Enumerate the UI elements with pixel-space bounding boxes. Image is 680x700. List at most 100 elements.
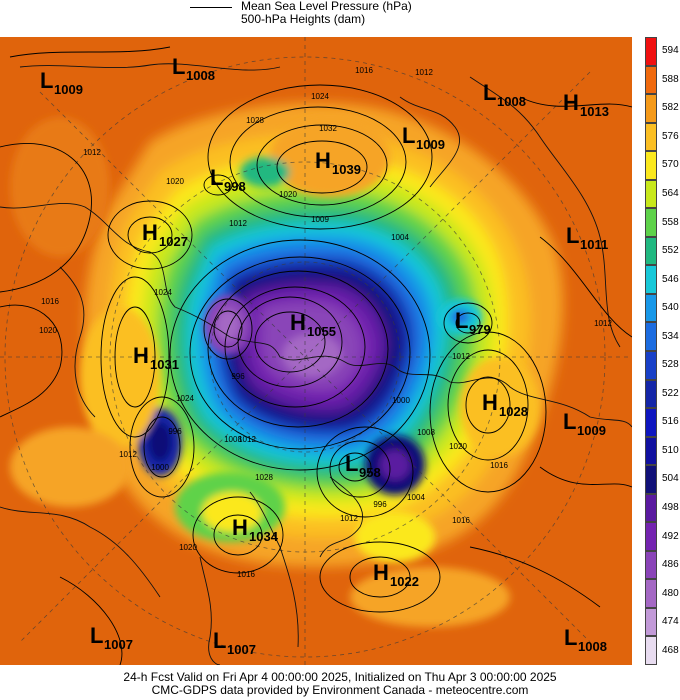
colorbar-swatch bbox=[645, 436, 657, 466]
isobar-value-label: 1009 bbox=[311, 215, 329, 224]
colorbar-swatch bbox=[645, 37, 657, 66]
low-pressure-center: L 998 bbox=[210, 165, 246, 194]
colorbar-swatch bbox=[645, 607, 657, 637]
isobar-value-label: 1012 bbox=[119, 450, 137, 459]
pressure-center-letter: L bbox=[210, 165, 223, 190]
high-pressure-center: H 1031 bbox=[133, 343, 179, 372]
colorbar-swatch bbox=[645, 522, 657, 551]
isobar-value-label: 1012 bbox=[83, 148, 101, 157]
pressure-center-value: 1039 bbox=[332, 162, 361, 177]
colorbar-label: 522 bbox=[662, 387, 679, 399]
isobar-value-label: 1004 bbox=[391, 233, 409, 242]
colorbar-swatch bbox=[645, 550, 657, 580]
low-pressure-center: L 1008 bbox=[564, 625, 607, 654]
pressure-center-letter: H bbox=[290, 310, 306, 335]
low-pressure-center: L 1009 bbox=[563, 409, 606, 438]
forecast-validity-text: 24-h Fcst Valid on Fri Apr 4 00:00:00 20… bbox=[123, 670, 557, 684]
pressure-center-letter: L bbox=[172, 54, 185, 79]
colorbar-label: 582 bbox=[662, 102, 679, 114]
low-pressure-center: L 1007 bbox=[213, 628, 256, 657]
colorbar-label: 498 bbox=[662, 502, 679, 513]
colorbar-swatch bbox=[645, 408, 657, 437]
colorbar-swatch bbox=[645, 465, 657, 494]
low-pressure-center: L 1007 bbox=[90, 623, 133, 652]
heights-legend-label: 500-hPa Heights (dam) bbox=[241, 12, 366, 26]
isobar-value-label: 1024 bbox=[176, 394, 194, 403]
pressure-center-value: 958 bbox=[359, 465, 381, 480]
pressure-center-value: 1008 bbox=[186, 68, 215, 83]
pressure-center-letter: L bbox=[402, 123, 415, 148]
colorbar-label: 576 bbox=[662, 130, 679, 142]
isobar-value-label: 1016 bbox=[237, 570, 255, 579]
colorbar-swatch bbox=[645, 379, 657, 409]
pressure-center-value: 1011 bbox=[580, 237, 608, 252]
pressure-center-value: 1009 bbox=[577, 423, 606, 438]
isobar-line-sample bbox=[190, 7, 232, 8]
pressure-center-letter: L bbox=[455, 308, 468, 333]
map-footer: 24-h Fcst Valid on Fri Apr 4 00:00:00 20… bbox=[0, 671, 680, 697]
low-pressure-center: L 1011 bbox=[566, 223, 608, 252]
colorbar-label: 588 bbox=[662, 73, 679, 85]
colorbar-label: 486 bbox=[662, 559, 679, 571]
pressure-center-value: 1055 bbox=[307, 324, 336, 339]
isobar-value-label: 1012 bbox=[415, 68, 433, 77]
colorbar-label: 546 bbox=[662, 273, 679, 285]
colorbar-swatch bbox=[645, 351, 657, 380]
pressure-center-value: 1007 bbox=[104, 637, 133, 652]
pressure-center-letter: H bbox=[133, 343, 149, 368]
isobar-value-labels: 1016 1012 1024 1028 1032 1012 1020 1020 1012 1009… bbox=[39, 66, 612, 579]
colorbar-swatch bbox=[645, 636, 657, 665]
low-pressure-center: L 1009 bbox=[40, 68, 83, 97]
low-pressure-center: L 979 bbox=[455, 308, 491, 337]
colorbar-label: 474 bbox=[662, 616, 679, 628]
pressure-center-letter: L bbox=[213, 628, 226, 653]
colorbar-label: 480 bbox=[662, 587, 679, 599]
isobar-value-label: 996 bbox=[231, 372, 245, 381]
colorbar-swatch bbox=[645, 179, 657, 209]
colorbar-swatch bbox=[645, 208, 657, 237]
isobar-value-label: 1000 bbox=[392, 396, 410, 405]
colorbar-swatch bbox=[645, 236, 657, 266]
isobar-value-label: 996 bbox=[168, 427, 182, 436]
colorbar-swatch bbox=[645, 65, 657, 95]
isobar-value-label: 1012 bbox=[594, 319, 612, 328]
pressure-center-letter: L bbox=[90, 623, 103, 648]
pressure-center-letter: L bbox=[563, 409, 576, 434]
high-pressure-center: H 1027 bbox=[142, 220, 188, 249]
high-pressure-center: H 1028 bbox=[482, 390, 528, 419]
colorbar-label: 510 bbox=[662, 444, 679, 456]
pressure-center-letter: H bbox=[142, 220, 158, 245]
data-credit-text: CMC-GDPS data provided by Environment Ca… bbox=[151, 683, 529, 697]
height-fill-layers bbox=[0, 37, 632, 665]
pressure-center-letter: L bbox=[566, 223, 579, 248]
height-colorbar: 594 588 582 576 570 564 558 552 546 540 534 528 522 5… bbox=[645, 37, 680, 665]
isobar-value-label: 1000 bbox=[151, 463, 169, 472]
pressure-center-value: 1034 bbox=[249, 529, 279, 544]
isobar-value-label: 1008 bbox=[224, 435, 242, 444]
isobar-value-label: 1016 bbox=[490, 461, 508, 470]
isobar-value-label: 1008 bbox=[417, 428, 435, 437]
low-pressure-center: L 1008 bbox=[483, 80, 526, 109]
isobar-value-label: 1012 bbox=[229, 219, 247, 228]
isobar-value-label: 1028 bbox=[246, 116, 264, 125]
high-pressure-center: H 1022 bbox=[373, 560, 419, 589]
pressure-center-letter: H bbox=[482, 390, 498, 415]
colorbar-label: 468 bbox=[662, 644, 679, 656]
isobar-value-label: 1032 bbox=[319, 124, 337, 133]
isobars bbox=[0, 46, 632, 665]
isobar-value-label: 1020 bbox=[449, 442, 467, 451]
high-pressure-center: H 1034 bbox=[232, 515, 279, 544]
pressure-center-value: 1009 bbox=[54, 82, 83, 97]
isobar-value-label: 1012 bbox=[452, 352, 470, 361]
coastlines bbox=[0, 63, 632, 665]
colorbar-label: 492 bbox=[662, 530, 679, 542]
pressure-center-value: 1007 bbox=[227, 642, 256, 657]
colorbar-label: 534 bbox=[662, 330, 679, 342]
colorbar-label: 564 bbox=[662, 188, 679, 199]
pressure-center-letter: H bbox=[315, 148, 331, 173]
colorbar-label: 552 bbox=[662, 245, 679, 257]
pressure-center-value: 1031 bbox=[150, 357, 179, 372]
colorbar-swatch bbox=[645, 293, 657, 323]
isobar-value-label: 1020 bbox=[39, 326, 57, 335]
pressure-center-value: 1008 bbox=[578, 639, 607, 654]
